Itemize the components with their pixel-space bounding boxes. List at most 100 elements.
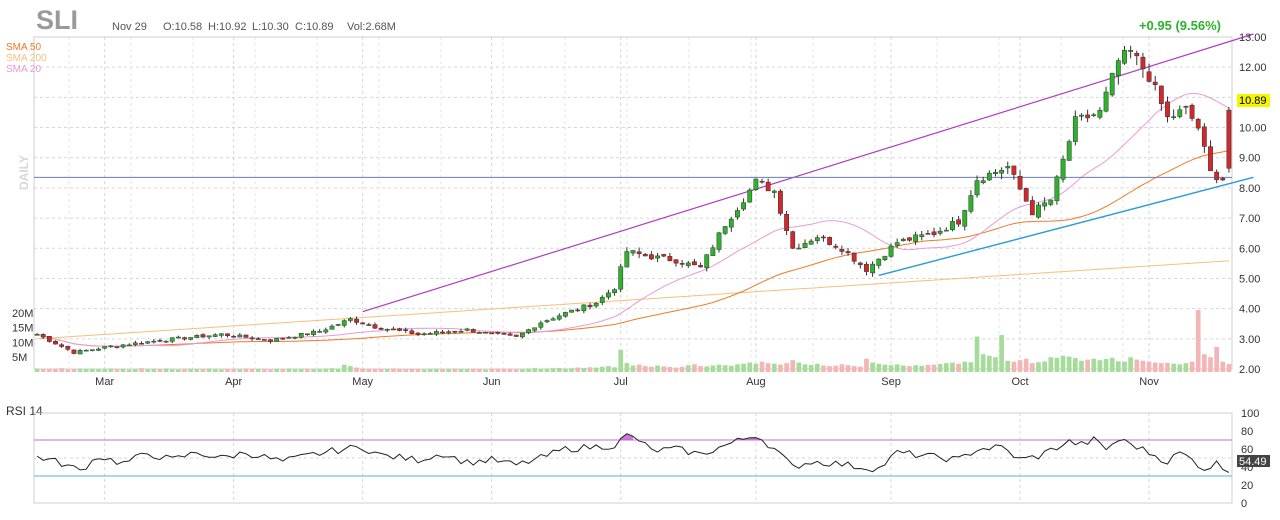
bar-high: H:10.92: [208, 21, 247, 33]
candle-up-body: [446, 331, 452, 334]
candle: [1054, 174, 1060, 205]
candle: [255, 337, 261, 341]
price-tick-label: 2.00: [1239, 364, 1260, 376]
volume-bar: [133, 369, 138, 372]
candle-up-body: [1042, 202, 1048, 207]
volume-bar: [864, 358, 869, 372]
sma-200-line: [37, 260, 1229, 340]
volume-bar: [114, 369, 120, 372]
candle-down-body: [390, 328, 396, 331]
candle: [655, 252, 660, 263]
volume-bar: [741, 363, 746, 372]
candle-down-body: [59, 344, 65, 347]
date-tick-label: Jul: [614, 376, 628, 388]
candle: [827, 236, 832, 246]
volume-bar: [151, 368, 157, 372]
candle-up-body: [163, 340, 169, 343]
rsi-tick-label: 100: [1241, 408, 1259, 420]
candle: [698, 262, 703, 268]
volume-bar: [1103, 359, 1109, 372]
candle: [360, 322, 366, 325]
candle-up-body: [169, 337, 175, 342]
candle-down-body: [575, 309, 581, 312]
candle: [501, 332, 507, 335]
candle-up-body: [704, 254, 710, 269]
candle: [513, 334, 519, 337]
candle: [882, 255, 888, 262]
volume-bar: [139, 368, 144, 372]
candle: [200, 333, 206, 338]
candle: [1195, 117, 1201, 131]
rsi-line: [36, 433, 1230, 473]
candle: [53, 340, 58, 345]
candle: [1109, 72, 1115, 97]
candle-up-body: [1079, 114, 1084, 117]
candle: [421, 332, 427, 336]
candle: [268, 339, 273, 344]
candle-down-body: [157, 340, 163, 342]
candle-up-body: [888, 245, 894, 257]
candle-up-body: [194, 334, 200, 338]
candle-up-body: [808, 240, 814, 245]
candle-down-body: [489, 332, 495, 335]
candle: [986, 170, 992, 182]
candle: [120, 343, 126, 349]
volume-bar: [802, 364, 808, 372]
candle: [1128, 45, 1134, 59]
volume-bar: [1152, 362, 1158, 372]
candle: [649, 251, 654, 261]
volume-bar: [778, 364, 783, 372]
candle: [34, 332, 40, 336]
candle: [1183, 105, 1189, 115]
candle-down-body: [304, 333, 310, 336]
volume-bar: [1017, 360, 1023, 372]
candle-up-body: [274, 338, 280, 342]
candle: [1189, 103, 1195, 122]
candle-down-body: [507, 333, 513, 336]
volume-bar: [225, 368, 230, 372]
candle-down-body: [139, 343, 144, 345]
volume-bar: [747, 362, 753, 372]
candle: [507, 332, 513, 336]
candle: [673, 259, 679, 267]
volume-bar: [808, 364, 814, 372]
volume-bar: [851, 366, 857, 372]
candle: [1042, 197, 1048, 211]
candle-up-body: [151, 340, 157, 343]
candle: [857, 261, 863, 269]
sma-50-line: [36, 150, 1230, 347]
candle: [280, 337, 286, 340]
candle-up-body: [612, 289, 617, 293]
volume-bar: [1060, 355, 1066, 372]
volume-bar: [827, 366, 832, 372]
candle: [1066, 139, 1072, 161]
candle: [962, 209, 968, 231]
bar-open: O:10.58: [163, 21, 202, 33]
volume-bar: [1171, 363, 1176, 372]
volume-bar: [710, 365, 716, 372]
volume-bar: [335, 368, 341, 372]
volume-bar: [814, 363, 820, 372]
volume-bar: [624, 363, 630, 372]
volume-bar: [876, 363, 882, 372]
candle-down-body: [403, 329, 409, 331]
volume-bar: [305, 368, 310, 372]
candle: [366, 322, 372, 326]
rsi-grid: [33, 412, 1233, 504]
price-tick-label: 5.00: [1239, 273, 1260, 285]
candle-up-body: [237, 334, 243, 338]
candle-up-body: [710, 247, 716, 256]
candle: [575, 308, 581, 312]
volume-bar: [759, 361, 765, 372]
candle-up-body: [102, 346, 108, 349]
volume-bar: [219, 369, 224, 372]
volume-bar: [1109, 357, 1115, 372]
candle: [274, 338, 280, 342]
candle: [679, 260, 685, 268]
volume-bar: [569, 368, 574, 372]
candle: [249, 336, 255, 341]
volume-bar: [120, 368, 126, 372]
volume-bar: [274, 368, 280, 372]
volume-bar: [735, 364, 740, 372]
candle-up-body: [34, 334, 40, 336]
